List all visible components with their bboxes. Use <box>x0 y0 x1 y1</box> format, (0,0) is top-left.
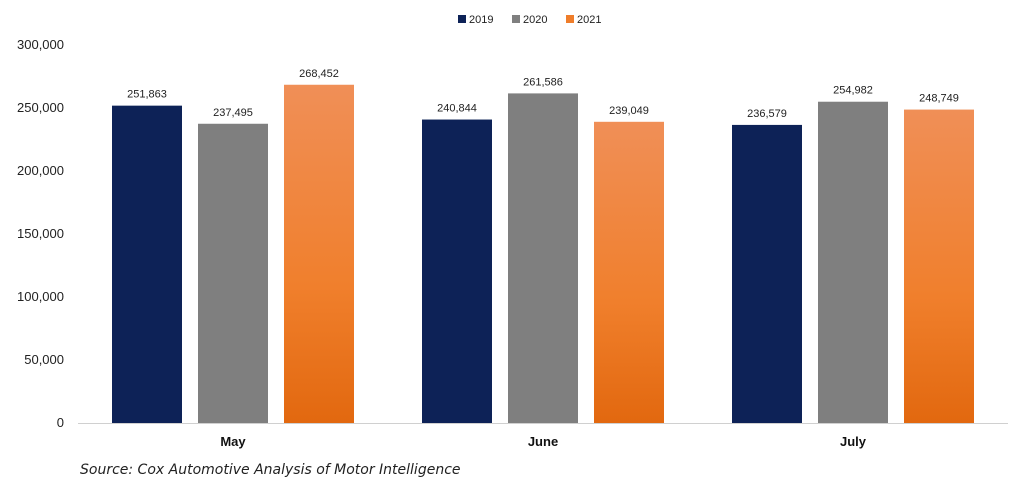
x-axis: May June July <box>78 423 1008 449</box>
x-tick-label: May <box>220 434 246 449</box>
data-label: 251,863 <box>127 89 167 101</box>
bar-2019-july <box>732 124 802 423</box>
legend: 2019 2020 2021 <box>458 14 601 26</box>
y-tick-label: 50,000 <box>24 352 64 367</box>
bar-2020-may <box>198 123 268 424</box>
y-axis: 0 50,000 100,000 150,000 200,000 250,000 300,0… <box>17 37 64 430</box>
x-tick-label: June <box>528 434 558 449</box>
bar-2021-may <box>284 84 354 423</box>
data-label: 237,495 <box>213 107 253 119</box>
legend-label: 2021 <box>577 14 601 26</box>
bars: 251,863 237,495 268,452 240,844 261,586 239,0… <box>112 68 974 424</box>
bar-chart: 2019 2020 2021 0 50,000 100,000 150,000 200,00… <box>17 14 1008 449</box>
bar-2019-june <box>422 119 492 423</box>
x-tick-label: July <box>840 434 867 449</box>
bar-2020-july <box>818 101 888 423</box>
data-label: 248,749 <box>919 93 959 105</box>
data-label: 236,579 <box>747 108 787 120</box>
y-tick-label: 0 <box>57 415 64 430</box>
y-tick-label: 200,000 <box>17 163 64 178</box>
y-tick-label: 250,000 <box>17 100 64 115</box>
legend-label: 2020 <box>523 14 547 26</box>
y-tick-label: 100,000 <box>17 289 64 304</box>
bar-2020-june <box>508 93 578 423</box>
y-tick-label: 150,000 <box>17 226 64 241</box>
bar-2021-june <box>594 121 664 423</box>
bar-2019-may <box>112 105 182 423</box>
bar-2021-july <box>904 109 974 423</box>
data-label: 239,049 <box>609 105 649 117</box>
legend-swatch-2020 <box>512 15 520 23</box>
legend-label: 2019 <box>469 14 493 26</box>
data-label: 261,586 <box>523 76 563 88</box>
legend-swatch-2019 <box>458 15 466 23</box>
y-tick-label: 300,000 <box>17 37 64 52</box>
data-label: 268,452 <box>299 68 339 80</box>
data-label: 254,982 <box>833 85 873 97</box>
source-note: Source: Cox Automotive Analysis of Motor… <box>80 462 461 478</box>
legend-swatch-2021 <box>566 15 574 23</box>
data-label: 240,844 <box>437 103 477 115</box>
